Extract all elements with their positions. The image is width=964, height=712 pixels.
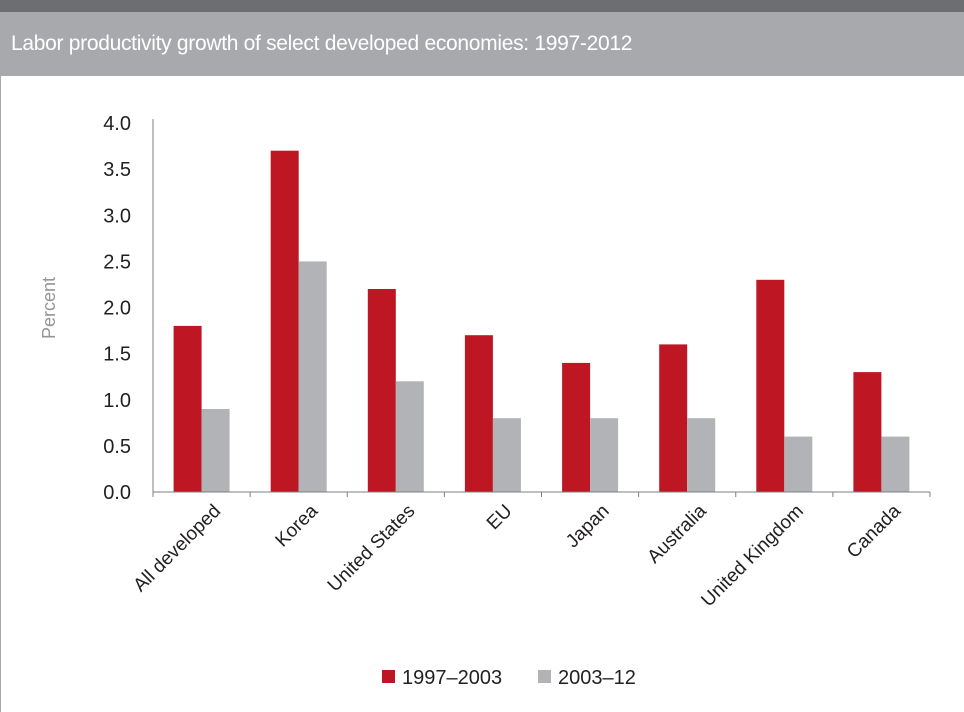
frame-left-border (0, 76, 1, 712)
top-accent-bar (0, 0, 964, 12)
chart-header: Labor productivity growth of select deve… (0, 12, 964, 76)
x-category-label: Japan (562, 501, 613, 552)
x-category-label: Canada (843, 500, 905, 562)
bar-series1-japan (562, 362, 591, 492)
bar-series1-all-developed (173, 325, 202, 492)
x-category-label: United States (324, 501, 420, 597)
y-tick-label: 4.0 (103, 113, 131, 135)
y-tick-labels: 0.0 0.5 1.0 1.5 2.0 2.5 3.0 3.5 4.0 (103, 113, 131, 504)
bar-series2-korea (298, 261, 327, 492)
y-axis-label: Percent (39, 277, 59, 339)
bar-series1-eu (464, 335, 493, 492)
x-category-label: United Kingdom (697, 501, 807, 611)
bar-series2-eu (492, 418, 521, 492)
bar-series2-united-kingdom (784, 436, 813, 492)
y-tick-label: 3.5 (103, 159, 131, 181)
bar-series2-all-developed (201, 409, 230, 492)
bar-series2-canada (881, 436, 910, 492)
bar-series1-australia (659, 344, 688, 492)
y-tick-label: 2.0 (103, 298, 131, 320)
y-tick-label: 3.0 (103, 205, 131, 227)
bar-series1-canada (853, 372, 882, 492)
legend: 1997–2003 2003–12 (382, 667, 636, 689)
x-category-label: Australia (644, 500, 711, 567)
legend-label-2: 2003–12 (558, 667, 636, 689)
x-category-label: All developed (130, 501, 226, 597)
bar-series1-united-states (367, 289, 396, 492)
y-tick-label: 1.5 (103, 344, 131, 366)
y-tick-label: 0.0 (103, 482, 131, 504)
y-tick-label: 2.5 (103, 251, 131, 273)
bars-group (173, 150, 910, 492)
chart-title: Labor productivity growth of select deve… (11, 32, 633, 55)
x-category-labels: All developed Korea United States EU Japan Au… (130, 500, 906, 611)
legend-label-1: 1997–2003 (402, 667, 502, 689)
legend-swatch-2 (538, 670, 551, 683)
x-category-label: Korea (272, 500, 323, 551)
bar-series1-united-kingdom (756, 279, 785, 492)
y-tick-label: 1.0 (103, 390, 131, 412)
bar-series2-australia (687, 418, 716, 492)
bar-series1-korea (270, 150, 299, 492)
bar-series2-united-states (395, 381, 424, 492)
axes-group (152, 119, 931, 497)
bar-series2-japan (590, 418, 619, 492)
x-category-label: EU (483, 501, 517, 535)
y-tick-label: 0.5 (103, 436, 131, 458)
legend-swatch-1 (382, 670, 395, 683)
